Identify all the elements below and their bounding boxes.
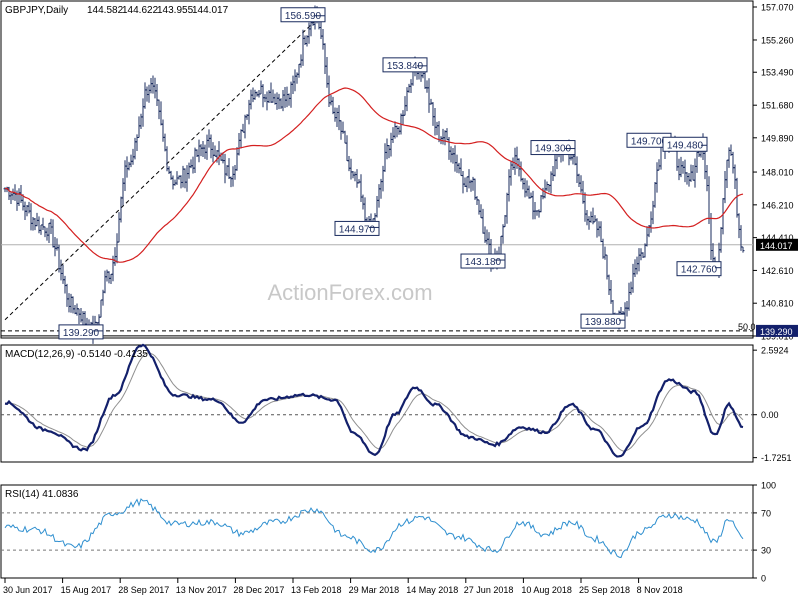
macd-y-tick-label: 2.5924 [761, 346, 789, 356]
support-price-label: 139.290 [760, 327, 793, 337]
annotation-label: 149.300 [535, 144, 572, 155]
price-y-tick-label: 153.490 [761, 68, 794, 78]
trend-line [4, 20, 316, 321]
ohlc-low: 143.955 [157, 5, 194, 16]
last-price-box [756, 238, 798, 251]
price-y-tick-label: 149.890 [761, 133, 794, 143]
rsi-title: RSI(14) 41.0836 [5, 489, 79, 500]
annotation-label: 143.180 [465, 257, 502, 268]
macd-title: MACD(12,26,9) -0.5140 -0.4135 [5, 349, 148, 360]
annotation-label: 149.480 [667, 140, 704, 151]
annotation-label: 139.290 [63, 328, 100, 339]
price-y-tick-label: 148.010 [761, 168, 794, 178]
support-price-box [756, 324, 798, 337]
annotation-label: 156.590 [285, 11, 322, 22]
macd-signal-line [4, 352, 744, 452]
annotation-label: 139.880 [585, 317, 622, 328]
annotation-box [280, 7, 326, 23]
x-tick-label: 25 Sep 2018 [579, 585, 630, 595]
x-tick-label: 14 May 2018 [406, 585, 458, 595]
x-tick-label: 28 Dec 2017 [233, 585, 284, 595]
ohlc-close: 144.017 [192, 5, 229, 16]
price-y-tick-label: 151.680 [761, 101, 794, 111]
price-panel [0, 0, 754, 339]
annotation-label: 149.700 [631, 136, 668, 147]
price-title: GBPJPY,Daily [5, 5, 68, 16]
price-y-tick-label: 140.810 [761, 299, 794, 309]
rsi-line [4, 498, 744, 559]
rsi-panel [0, 484, 754, 579]
moving-average-line [4, 87, 744, 263]
watermark: ActionForex.com [267, 280, 432, 305]
x-tick-label: 15 Aug 2017 [61, 585, 112, 595]
fib-level-label: 50.0 [738, 322, 756, 332]
annotation-box [460, 253, 506, 269]
axis-layer: 157.070 155.260 153.490 151.680 149.890 148.0… [3, 3, 798, 595]
macd-y-tick-label: -1.7251 [761, 453, 792, 463]
price-series-layer: 156.590 153.840 144.970 149.300 143.180 149.7… [1, 5, 753, 344]
price-y-tick-label: 144.410 [761, 233, 794, 243]
rsi-y-tick-label: 0 [761, 574, 766, 584]
annotation-box [334, 220, 380, 236]
rsi-y-tick-label: 70 [761, 508, 771, 518]
rsi-y-tick-label: 100 [761, 481, 776, 491]
macd-series-layer [1, 343, 753, 458]
price-y-tick-label: 157.070 [761, 3, 794, 13]
annotation-box [58, 324, 104, 340]
price-y-tick-label: 142.610 [761, 266, 794, 276]
x-tick-label: 8 Nov 2018 [637, 585, 683, 595]
rsi-y-tick-label: 30 [761, 546, 771, 556]
price-y-tick-label: 146.210 [761, 200, 794, 210]
macd-y-tick-label: 0.00 [761, 410, 779, 420]
ohlc-high: 144.622 [122, 5, 159, 16]
last-price-label: 144.017 [760, 241, 793, 251]
annotation-label: 144.970 [339, 224, 376, 235]
x-tick-label: 28 Sep 2017 [118, 585, 169, 595]
macd-panel [0, 344, 754, 463]
annotation-box [580, 313, 626, 329]
rsi-series-layer [1, 498, 753, 559]
x-tick-label: 13 Feb 2018 [291, 585, 342, 595]
x-tick-label: 27 Jun 2018 [464, 585, 514, 595]
annotation-box [530, 140, 576, 156]
x-tick-label: 29 Mar 2018 [349, 585, 400, 595]
annotation-box [382, 57, 428, 73]
annotation-label: 142.760 [681, 265, 718, 276]
x-tick-label: 30 Jun 2017 [3, 585, 53, 595]
price-y-tick-label: 155.260 [761, 35, 794, 45]
annotation-label: 153.840 [387, 61, 424, 72]
macd-line [4, 343, 744, 458]
x-tick-label: 10 Aug 2018 [521, 585, 572, 595]
x-tick-label: 13 Nov 2017 [176, 585, 227, 595]
ohlc-open: 144.582 [87, 5, 124, 16]
annotation-box [662, 136, 708, 152]
annotation-box [676, 261, 722, 277]
